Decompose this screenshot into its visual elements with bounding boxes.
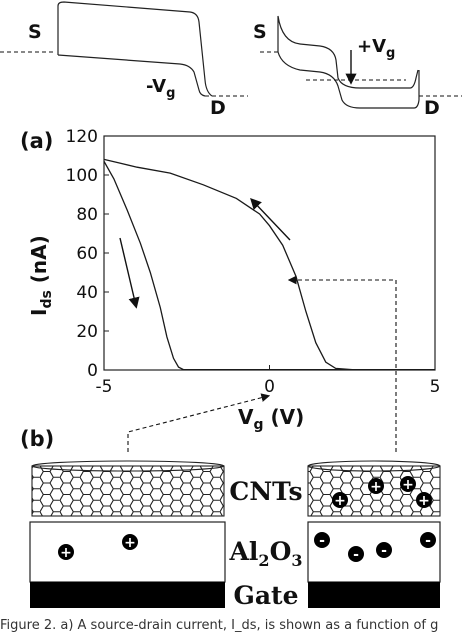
positive-charge: + — [416, 492, 432, 509]
svg-text:+: + — [60, 545, 72, 561]
oxide-charges-left: ++ — [58, 534, 138, 561]
y-ticks: 0 20 40 60 80 100 120 — [66, 127, 109, 381]
figure-caption: Figure 2. a) A source-drain current, I_d… — [0, 618, 439, 633]
x-ticks: -5 0 5 — [96, 365, 441, 397]
x-axis-label: V — [238, 405, 254, 429]
negative-charge: - — [376, 542, 392, 559]
drain-label: D — [210, 97, 226, 119]
oxide-label-al: Al — [229, 537, 259, 566]
positive-charge: + — [368, 478, 384, 495]
positive-charge: + — [122, 534, 138, 551]
x-tick-label: 0 — [264, 377, 275, 397]
drain-label-right: D — [424, 97, 440, 119]
band-lower-right — [277, 51, 420, 109]
positive-charge: + — [400, 476, 416, 493]
oxide-sub-2: 2 — [258, 551, 269, 570]
cnt-charges-right: ++ ++ — [332, 476, 432, 509]
svg-text:+: + — [334, 493, 346, 509]
gate-electrode — [30, 582, 225, 608]
svg-text:+: + — [370, 479, 382, 495]
svg-text:-: - — [425, 533, 431, 549]
y-tick-label: 120 — [66, 127, 98, 147]
panel-b-label: (b) — [20, 427, 54, 451]
svg-text:-: - — [319, 533, 325, 549]
gate-electrode-right — [308, 582, 440, 608]
oxide-sub-3: 3 — [291, 551, 302, 570]
x-axis-unit: (V) — [264, 405, 305, 429]
y-tick-label: 20 — [76, 322, 98, 342]
svg-text:+: + — [418, 493, 430, 509]
svg-text:+: + — [124, 535, 136, 551]
x-axis-sub: g — [253, 417, 263, 433]
source-label: S — [28, 21, 42, 43]
band-upper-right — [277, 15, 419, 89]
cnt-label: CNTs — [229, 477, 302, 506]
y-axis-sub: ds — [39, 290, 55, 308]
cnt-layer — [31, 465, 225, 517]
positive-charge: + — [332, 492, 348, 509]
y-tick-label: 40 — [76, 283, 98, 303]
sweep-curve-1 — [103, 160, 435, 371]
oxide-charges-right: -- -- — [314, 532, 436, 563]
gate-voltage-label: -V — [146, 76, 166, 97]
gate-voltage-label-right: +V — [357, 36, 386, 57]
svg-text:-Vg: -Vg — [146, 76, 175, 101]
svg-text:Ids (nA): Ids (nA) — [27, 235, 55, 316]
x-tick-label: 5 — [430, 377, 441, 397]
link-right-arrow — [287, 275, 397, 452]
device-right: ++ ++ -- -- — [307, 460, 441, 608]
source-label-right: S — [253, 21, 267, 43]
sweep-down-arrow — [119, 237, 140, 309]
negative-charge: - — [420, 532, 436, 549]
gate-voltage-sub: g — [166, 86, 175, 101]
y-tick-label: 80 — [76, 205, 98, 225]
oxide-label-o: O — [270, 537, 292, 566]
panel-a-label: (a) — [20, 129, 53, 153]
positive-charge: + — [58, 544, 74, 561]
gate-label: Gate — [233, 581, 298, 610]
svg-text:+Vg: +Vg — [357, 36, 395, 61]
oxide-layer-right — [307, 521, 441, 583]
svg-text:Al2O3: Al2O3 — [229, 537, 303, 570]
y-tick-label: 100 — [66, 166, 98, 186]
svg-text:Vg (V): Vg (V) — [238, 405, 304, 433]
sweep-curve-2 — [103, 158, 435, 371]
series — [103, 158, 435, 371]
y-axis-label: I — [27, 309, 51, 316]
device-left: ++ — [29, 460, 226, 608]
band-diagram-left: S D -Vg — [0, 1, 248, 119]
svg-text:+: + — [402, 477, 414, 493]
gate-voltage-sub-right: g — [386, 46, 395, 61]
sweep-up-arrow — [250, 197, 291, 241]
plot-frame — [103, 135, 436, 371]
negative-charge: - — [314, 532, 330, 549]
svg-text:-: - — [353, 547, 359, 563]
negative-charge: - — [348, 546, 364, 563]
x-tick-label: -5 — [96, 377, 113, 397]
y-tick-label: 60 — [76, 244, 98, 264]
svg-text:-: - — [381, 543, 387, 559]
band-upper — [57, 1, 213, 97]
y-axis-unit: (nA) — [27, 235, 51, 290]
band-diagram-right: S D +Vg — [253, 15, 462, 119]
y-tick-label: 0 — [87, 361, 98, 381]
band-lower — [57, 54, 206, 97]
